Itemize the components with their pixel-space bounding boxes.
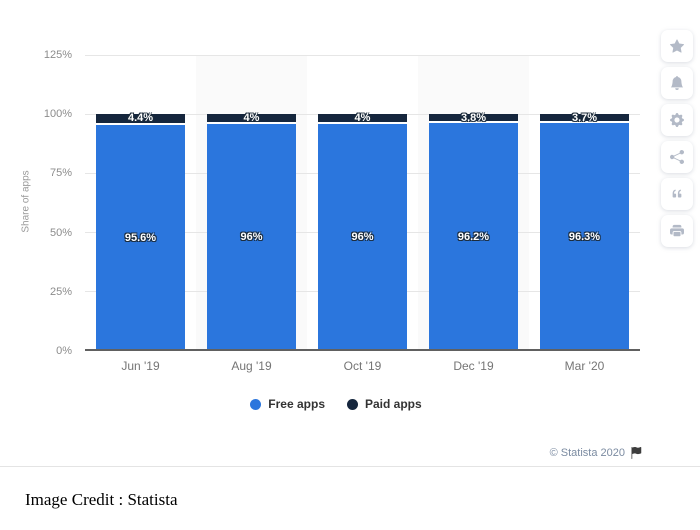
bar-value-label: 4% bbox=[354, 111, 371, 124]
x-category-label: Aug '19 bbox=[231, 359, 272, 373]
legend-dot bbox=[250, 398, 262, 410]
bar-segment-free-apps[interactable]: 96% bbox=[207, 123, 296, 351]
copyright-text: © Statista 2020 bbox=[549, 447, 625, 459]
x-category-label: Mar '20 bbox=[564, 359, 605, 373]
bar-segment-paid-apps[interactable]: 4% bbox=[207, 111, 296, 124]
y-tick-label: 0% bbox=[56, 345, 72, 357]
bar-oct19: 4% 96% bbox=[318, 111, 407, 351]
plot-area: 4.4% 95.6% 4% 96% 4% 96% 3.8% 96.2% 3.7% 96.3% bbox=[85, 54, 640, 351]
legend-dot bbox=[347, 398, 358, 410]
bar-dec19: 3.8% 96.2% bbox=[429, 111, 518, 351]
bar-value-label: 4% bbox=[243, 111, 260, 124]
divider bbox=[0, 466, 700, 467]
y-tick-label: 75% bbox=[49, 167, 72, 180]
bar-segment-paid-apps[interactable]: 4% bbox=[318, 111, 407, 124]
flag-icon[interactable] bbox=[630, 447, 642, 459]
quote-icon bbox=[672, 189, 682, 198]
legend-item-free-apps[interactable]: Free apps bbox=[250, 397, 325, 411]
x-category-label: Jun '19 bbox=[121, 359, 160, 373]
bar-segment-free-apps[interactable]: 95.6% bbox=[96, 124, 185, 351]
y-tick-label: 125% bbox=[43, 49, 72, 61]
settings-button[interactable] bbox=[661, 104, 693, 136]
bar-segment-paid-apps[interactable]: 3.7% bbox=[540, 111, 629, 124]
gear-icon bbox=[670, 113, 684, 127]
gridline bbox=[85, 54, 640, 56]
share-button[interactable] bbox=[661, 141, 693, 173]
bar-value-label: 3.7% bbox=[571, 111, 598, 124]
share-icon bbox=[670, 150, 684, 164]
cite-button[interactable] bbox=[661, 178, 693, 210]
bar-value-label: 96.2% bbox=[457, 231, 490, 244]
bar-value-label: 96.3% bbox=[568, 230, 601, 243]
statista-chart-widget: Share of apps 0% 25% 50% 75% 100% 125% 4.4% 95… bbox=[0, 49, 672, 459]
bar-value-label: 96% bbox=[240, 231, 263, 244]
legend-label: Free apps bbox=[268, 397, 325, 411]
y-tick-label: 100% bbox=[43, 108, 72, 121]
bar-value-label: 96% bbox=[351, 231, 374, 244]
bar-segment-paid-apps[interactable]: 3.8% bbox=[429, 111, 518, 124]
bar-segment-free-apps[interactable]: 96.2% bbox=[429, 123, 518, 351]
x-category-label: Dec '19 bbox=[453, 359, 494, 373]
copyright: © Statista 2020 bbox=[550, 447, 642, 459]
y-axis-ticks: 0% 25% 50% 75% 100% 125% bbox=[0, 49, 72, 357]
print-button[interactable] bbox=[661, 215, 693, 247]
bell-icon bbox=[670, 76, 684, 90]
bar-value-label: 95.6% bbox=[124, 231, 157, 244]
bar-mar20: 3.7% 96.3% bbox=[540, 111, 629, 351]
bar-aug19: 4% 96% bbox=[207, 111, 296, 351]
y-tick-label: 50% bbox=[49, 226, 72, 239]
legend: Free apps Paid apps bbox=[0, 397, 672, 411]
bar-segment-free-apps[interactable]: 96% bbox=[318, 123, 407, 351]
bar-segment-paid-apps[interactable]: 4.4% bbox=[96, 112, 185, 125]
print-icon bbox=[670, 224, 684, 237]
image-credit: Image Credit : Statista bbox=[25, 490, 178, 509]
bar-value-label: 3.8% bbox=[460, 111, 487, 124]
legend-item-paid-apps[interactable]: Paid apps bbox=[347, 397, 422, 411]
bar-segment-free-apps[interactable]: 96.3% bbox=[540, 122, 629, 351]
favorite-button[interactable] bbox=[661, 30, 693, 62]
bar-jun19: 4.4% 95.6% bbox=[96, 112, 185, 351]
x-axis-line bbox=[85, 349, 640, 351]
legend-label: Paid apps bbox=[365, 397, 422, 411]
notifications-button[interactable] bbox=[661, 67, 693, 99]
bar-value-label: 4.4% bbox=[127, 112, 154, 125]
star-icon bbox=[670, 39, 684, 53]
y-tick-label: 25% bbox=[49, 285, 72, 298]
action-sidebar bbox=[661, 30, 693, 247]
x-category-label: Oct '19 bbox=[343, 359, 382, 373]
x-axis-labels: Jun '19 Aug '19 Oct '19 Dec '19 Mar '20 bbox=[85, 359, 640, 373]
